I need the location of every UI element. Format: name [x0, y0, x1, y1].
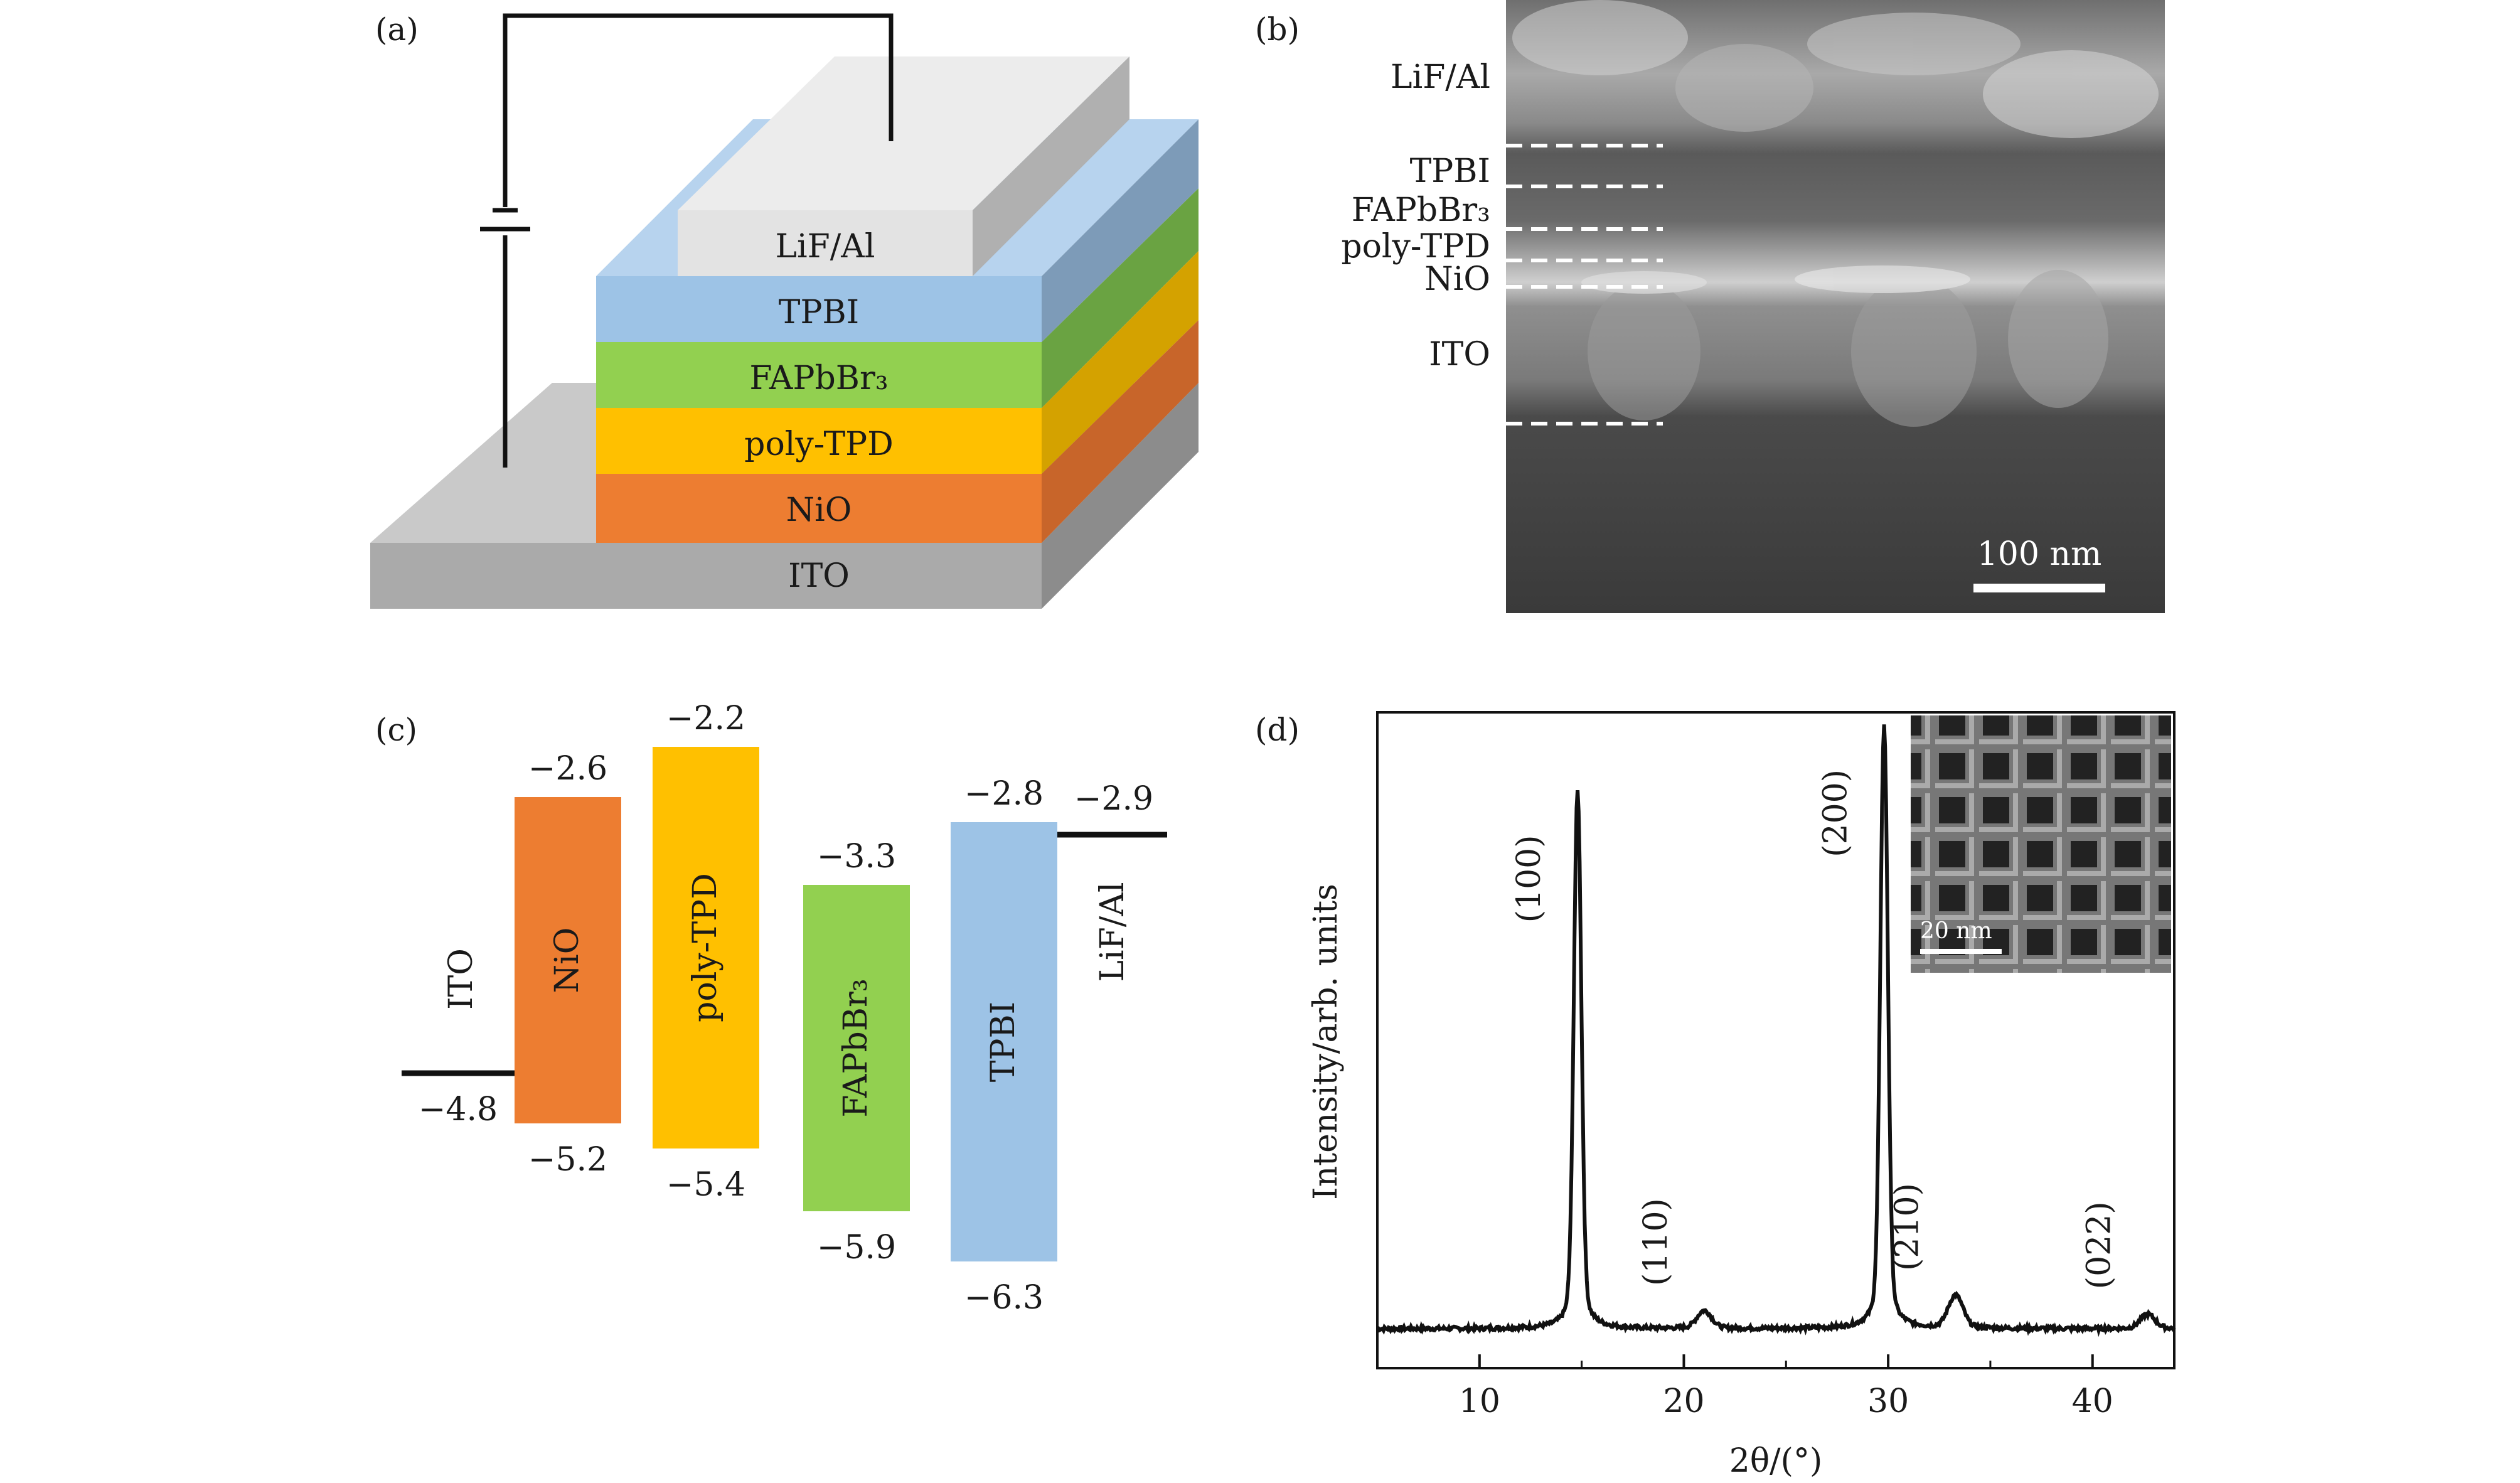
energy-bar-top-2: −3.3	[817, 838, 896, 875]
y-axis-label: Intensity/arb. units	[1307, 884, 1345, 1200]
electrode-name-lifal: LiF/Al	[1094, 882, 1131, 982]
electrode-value-ito: −4.8	[419, 1091, 498, 1128]
fapbbr3-layer	[596, 342, 1042, 408]
peak-label-0: (100)	[1510, 835, 1548, 923]
ito-front-face	[370, 543, 1042, 609]
energy-bar-top-3: −2.8	[964, 775, 1044, 813]
plot-frame	[1376, 711, 2176, 1369]
scalebar-label: 100 nm	[1977, 535, 2102, 573]
sem-label-tpbi: TPBI	[1410, 153, 1490, 190]
device-structure: (a) LiF/Al TPBI FAPbBr₃ poly-TPD NiO ITO	[370, 11, 1199, 609]
energy-bar-bottom-2: −5.9	[817, 1229, 896, 1266]
tpbi-layer	[596, 276, 1042, 342]
polytpd-layer	[596, 408, 1042, 474]
peak-label-4: (022)	[2081, 1201, 2118, 1289]
panel-label-c: (c)	[375, 712, 417, 748]
scalebar	[1973, 584, 2105, 592]
x-tick-label-3: 40	[2072, 1383, 2113, 1420]
layer-label-polytpd: poly-TPD	[744, 426, 894, 463]
panel-label-d: (d)	[1255, 712, 1300, 748]
peak-label-3: (210)	[1889, 1183, 1926, 1271]
energy-bar-3	[951, 822, 1057, 1261]
tem-inset: 20 nm	[1911, 715, 2171, 973]
energy-bar-name-3: TPBI	[985, 1002, 1022, 1082]
xrd-chart: (d) 10 20 30 40 (100) (110) (200) (210) (022) 2…	[1255, 711, 2176, 1480]
polytpd-side-face	[1042, 251, 1199, 474]
lif-side-face	[973, 56, 1129, 276]
energy-bar-0	[515, 797, 621, 1123]
panel-label-b: (b)	[1255, 11, 1300, 48]
layer-label-tpbi: TPBI	[779, 294, 859, 331]
sem-label-fapbbr3: FAPbBr₃	[1352, 191, 1490, 229]
series-line	[1377, 724, 2176, 1337]
energy-bar-2	[803, 885, 910, 1211]
energy-level-diagram: (c) −2.6 −5.2 NiO −2.2 −5.4 poly-TPD −3.3 −5.9 F…	[375, 700, 1167, 1317]
energy-bar-bottom-1: −5.4	[666, 1166, 745, 1204]
nio-layer	[596, 474, 1042, 543]
energy-bar-top-1: −2.2	[666, 700, 745, 737]
panel-label-a: (a)	[375, 11, 419, 48]
sem-label-polytpd: poly-TPD	[1341, 228, 1490, 265]
ito-side-face	[1042, 383, 1199, 609]
sem-label-ito: ITO	[1429, 336, 1490, 373]
electrode-value-lifal: −2.9	[1074, 780, 1153, 818]
lif-top-face	[678, 56, 1129, 210]
energy-bar-top-0: −2.6	[528, 750, 607, 788]
x-tick-label-1: 20	[1663, 1383, 1704, 1420]
electrode-name-ito: ITO	[442, 948, 480, 1010]
energy-bar-name-2: FAPbBr₃	[837, 978, 875, 1117]
energy-bar-name-0: NiO	[548, 928, 586, 993]
inset-scalebar-label: 20 nm	[1920, 918, 1992, 944]
x-tick-label-0: 10	[1459, 1383, 1500, 1420]
x-axis-label: 2θ/(°)	[1729, 1442, 1822, 1480]
nio-side-face	[1042, 320, 1199, 543]
layer-label-nio: NiO	[786, 491, 852, 529]
energy-bar-1	[653, 747, 759, 1148]
tem-image	[1911, 715, 2171, 973]
energy-bar-bottom-3: −6.3	[964, 1279, 1044, 1317]
energy-bar-name-1: poly-TPD	[686, 873, 724, 1022]
layer-label-ito: ITO	[788, 557, 850, 595]
wire-top	[503, 13, 894, 207]
energy-bar-bottom-0: −5.2	[528, 1141, 607, 1179]
peak-label-1: (110)	[1637, 1198, 1675, 1286]
layer-boundary-lines	[1506, 144, 1663, 426]
sem-cross-section: (b) LiF/Al TPBI FAPbBr₃ poly-TPD NiO	[1255, 0, 2165, 613]
sem-label-nio: NiO	[1424, 260, 1490, 298]
x-tick-label-2: 30	[1867, 1383, 1909, 1420]
layer-label-lif: LiF/Al	[776, 228, 875, 265]
peak-label-2: (200)	[1817, 769, 1855, 857]
lif-front-face	[678, 210, 973, 276]
layer-label-fapbbr3: FAPbBr₃	[749, 360, 888, 397]
inset-scalebar	[1920, 949, 2002, 954]
fapbbr3-side-face	[1042, 188, 1199, 408]
sem-label-lif: LiF/Al	[1391, 58, 1490, 96]
